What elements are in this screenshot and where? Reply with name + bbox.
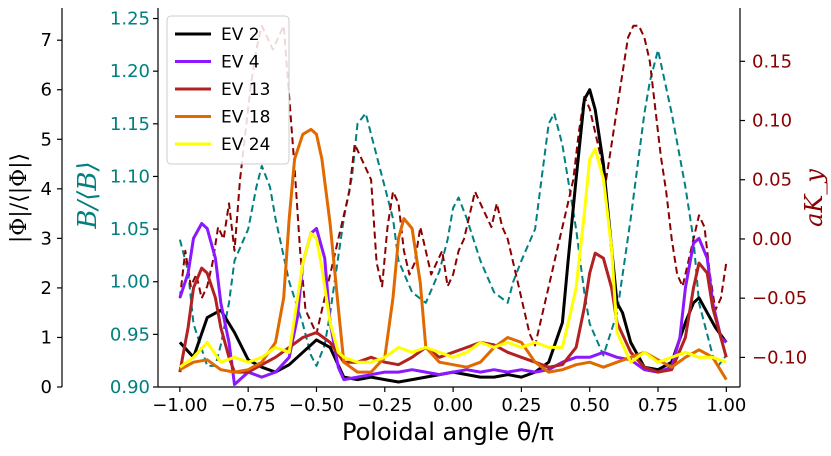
k-tick-label: −0.10 <box>752 347 807 368</box>
series-ev-18 <box>179 127 728 381</box>
x-tick-label: 0.50 <box>570 395 610 416</box>
x-tick-label: −0.25 <box>357 395 412 416</box>
b-tick-label: 1.15 <box>110 114 150 135</box>
x-tick-label: 0.75 <box>638 395 678 416</box>
phi-tick-label: 6 <box>41 80 52 101</box>
legend: EV 2 EV 4 EV 13 EV 18 EV 24 <box>166 15 290 165</box>
plot-area <box>178 24 728 386</box>
phi-axis: 0 1 2 3 4 5 6 7 <box>41 8 63 398</box>
b-tick-label: 1.00 <box>110 272 150 293</box>
phi-tick-label: 1 <box>41 327 52 348</box>
x-tick-label: 0.25 <box>501 395 541 416</box>
phi-tick-label: 0 <box>41 377 52 398</box>
series-ev-24 <box>179 147 727 369</box>
phi-tick-label: 4 <box>41 179 52 200</box>
b-axis-label: B/⟨B⟩ <box>73 161 103 229</box>
k-tick-label: 0.05 <box>752 170 792 191</box>
b-tick-label: 1.20 <box>110 61 150 82</box>
x-axis: −1.00 −0.75 −0.50 −0.25 0.00 0.25 0.50 0.75 1.00 <box>152 386 746 416</box>
x-tick-label: 0.00 <box>433 395 473 416</box>
phi-tick-label: 3 <box>41 228 52 249</box>
b-tick-label: 1.10 <box>110 166 150 187</box>
b-axis: 0.90 0.95 1.00 1.05 1.10 1.15 1.20 1.25 <box>110 8 159 398</box>
legend-box <box>166 15 290 165</box>
b-tick-label: 0.95 <box>110 324 150 345</box>
legend-label: EV 2 <box>221 25 260 45</box>
x-tick-label: −0.75 <box>221 395 276 416</box>
x-tick-label: −1.00 <box>152 395 207 416</box>
phi-tick-label: 7 <box>41 30 52 51</box>
phi-tick-label: 2 <box>41 278 52 299</box>
legend-label: EV 13 <box>221 80 270 100</box>
k-axis-label: aK_y <box>800 169 828 227</box>
b-tick-label: 1.05 <box>110 219 150 240</box>
legend-label: EV 18 <box>221 108 270 128</box>
x-axis-label: Poloidal angle θ/π <box>342 418 554 446</box>
phi-axis-label: |Φ|/⟨|Φ|⟩ <box>7 153 32 243</box>
x-tick-label: −0.50 <box>289 395 344 416</box>
phi-tick-label: 5 <box>41 129 52 150</box>
b-tick-label: 1.25 <box>110 9 150 30</box>
k-tick-label: 0.00 <box>752 229 792 250</box>
b-tick-label: 0.90 <box>110 377 150 398</box>
series-b-dashed <box>178 49 728 367</box>
k-axis: −0.10 −0.05 0.00 0.05 0.10 0.15 <box>739 8 807 387</box>
k-tick-label: 0.15 <box>752 51 792 72</box>
legend-label: EV 24 <box>221 135 270 155</box>
legend-label: EV 4 <box>221 53 260 73</box>
x-tick-label: 1.00 <box>706 395 746 416</box>
k-tick-label: −0.05 <box>752 288 807 309</box>
k-tick-label: 0.10 <box>752 111 792 132</box>
